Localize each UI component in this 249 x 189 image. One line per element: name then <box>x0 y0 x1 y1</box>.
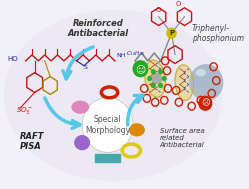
Ellipse shape <box>145 60 166 97</box>
Circle shape <box>190 65 223 100</box>
Text: O: O <box>175 1 181 7</box>
Text: Triphenyl-
phosphonium: Triphenyl- phosphonium <box>192 24 244 43</box>
Circle shape <box>82 97 133 153</box>
Text: HO: HO <box>7 56 18 62</box>
Circle shape <box>148 77 151 81</box>
Circle shape <box>152 74 162 84</box>
Ellipse shape <box>75 136 89 149</box>
Text: S: S <box>84 65 88 70</box>
Text: RAFT
PISA: RAFT PISA <box>20 132 45 151</box>
Text: ☹: ☹ <box>201 99 210 108</box>
Ellipse shape <box>4 11 222 180</box>
Text: Special
Morphology: Special Morphology <box>85 115 130 135</box>
Text: $SO_3^-$: $SO_3^-$ <box>16 105 33 116</box>
Circle shape <box>159 84 162 87</box>
Text: O: O <box>155 7 161 12</box>
Ellipse shape <box>129 124 144 136</box>
Circle shape <box>133 61 148 77</box>
Circle shape <box>162 77 166 81</box>
Text: P: P <box>169 30 174 36</box>
Text: Reinforced
Antibacterial: Reinforced Antibacterial <box>68 19 129 38</box>
Text: $C_{12}H_{25}$: $C_{12}H_{25}$ <box>126 49 145 58</box>
Text: NH: NH <box>116 53 125 58</box>
Ellipse shape <box>175 65 193 100</box>
Text: Surface area
related
Antibacterial: Surface area related Antibacterial <box>160 128 204 148</box>
Circle shape <box>151 70 155 74</box>
Ellipse shape <box>196 70 205 76</box>
Text: ☺: ☺ <box>135 64 146 74</box>
Circle shape <box>167 28 176 38</box>
Circle shape <box>151 84 155 87</box>
Circle shape <box>159 70 162 74</box>
Ellipse shape <box>72 101 88 113</box>
Polygon shape <box>95 154 121 162</box>
Circle shape <box>199 96 212 110</box>
